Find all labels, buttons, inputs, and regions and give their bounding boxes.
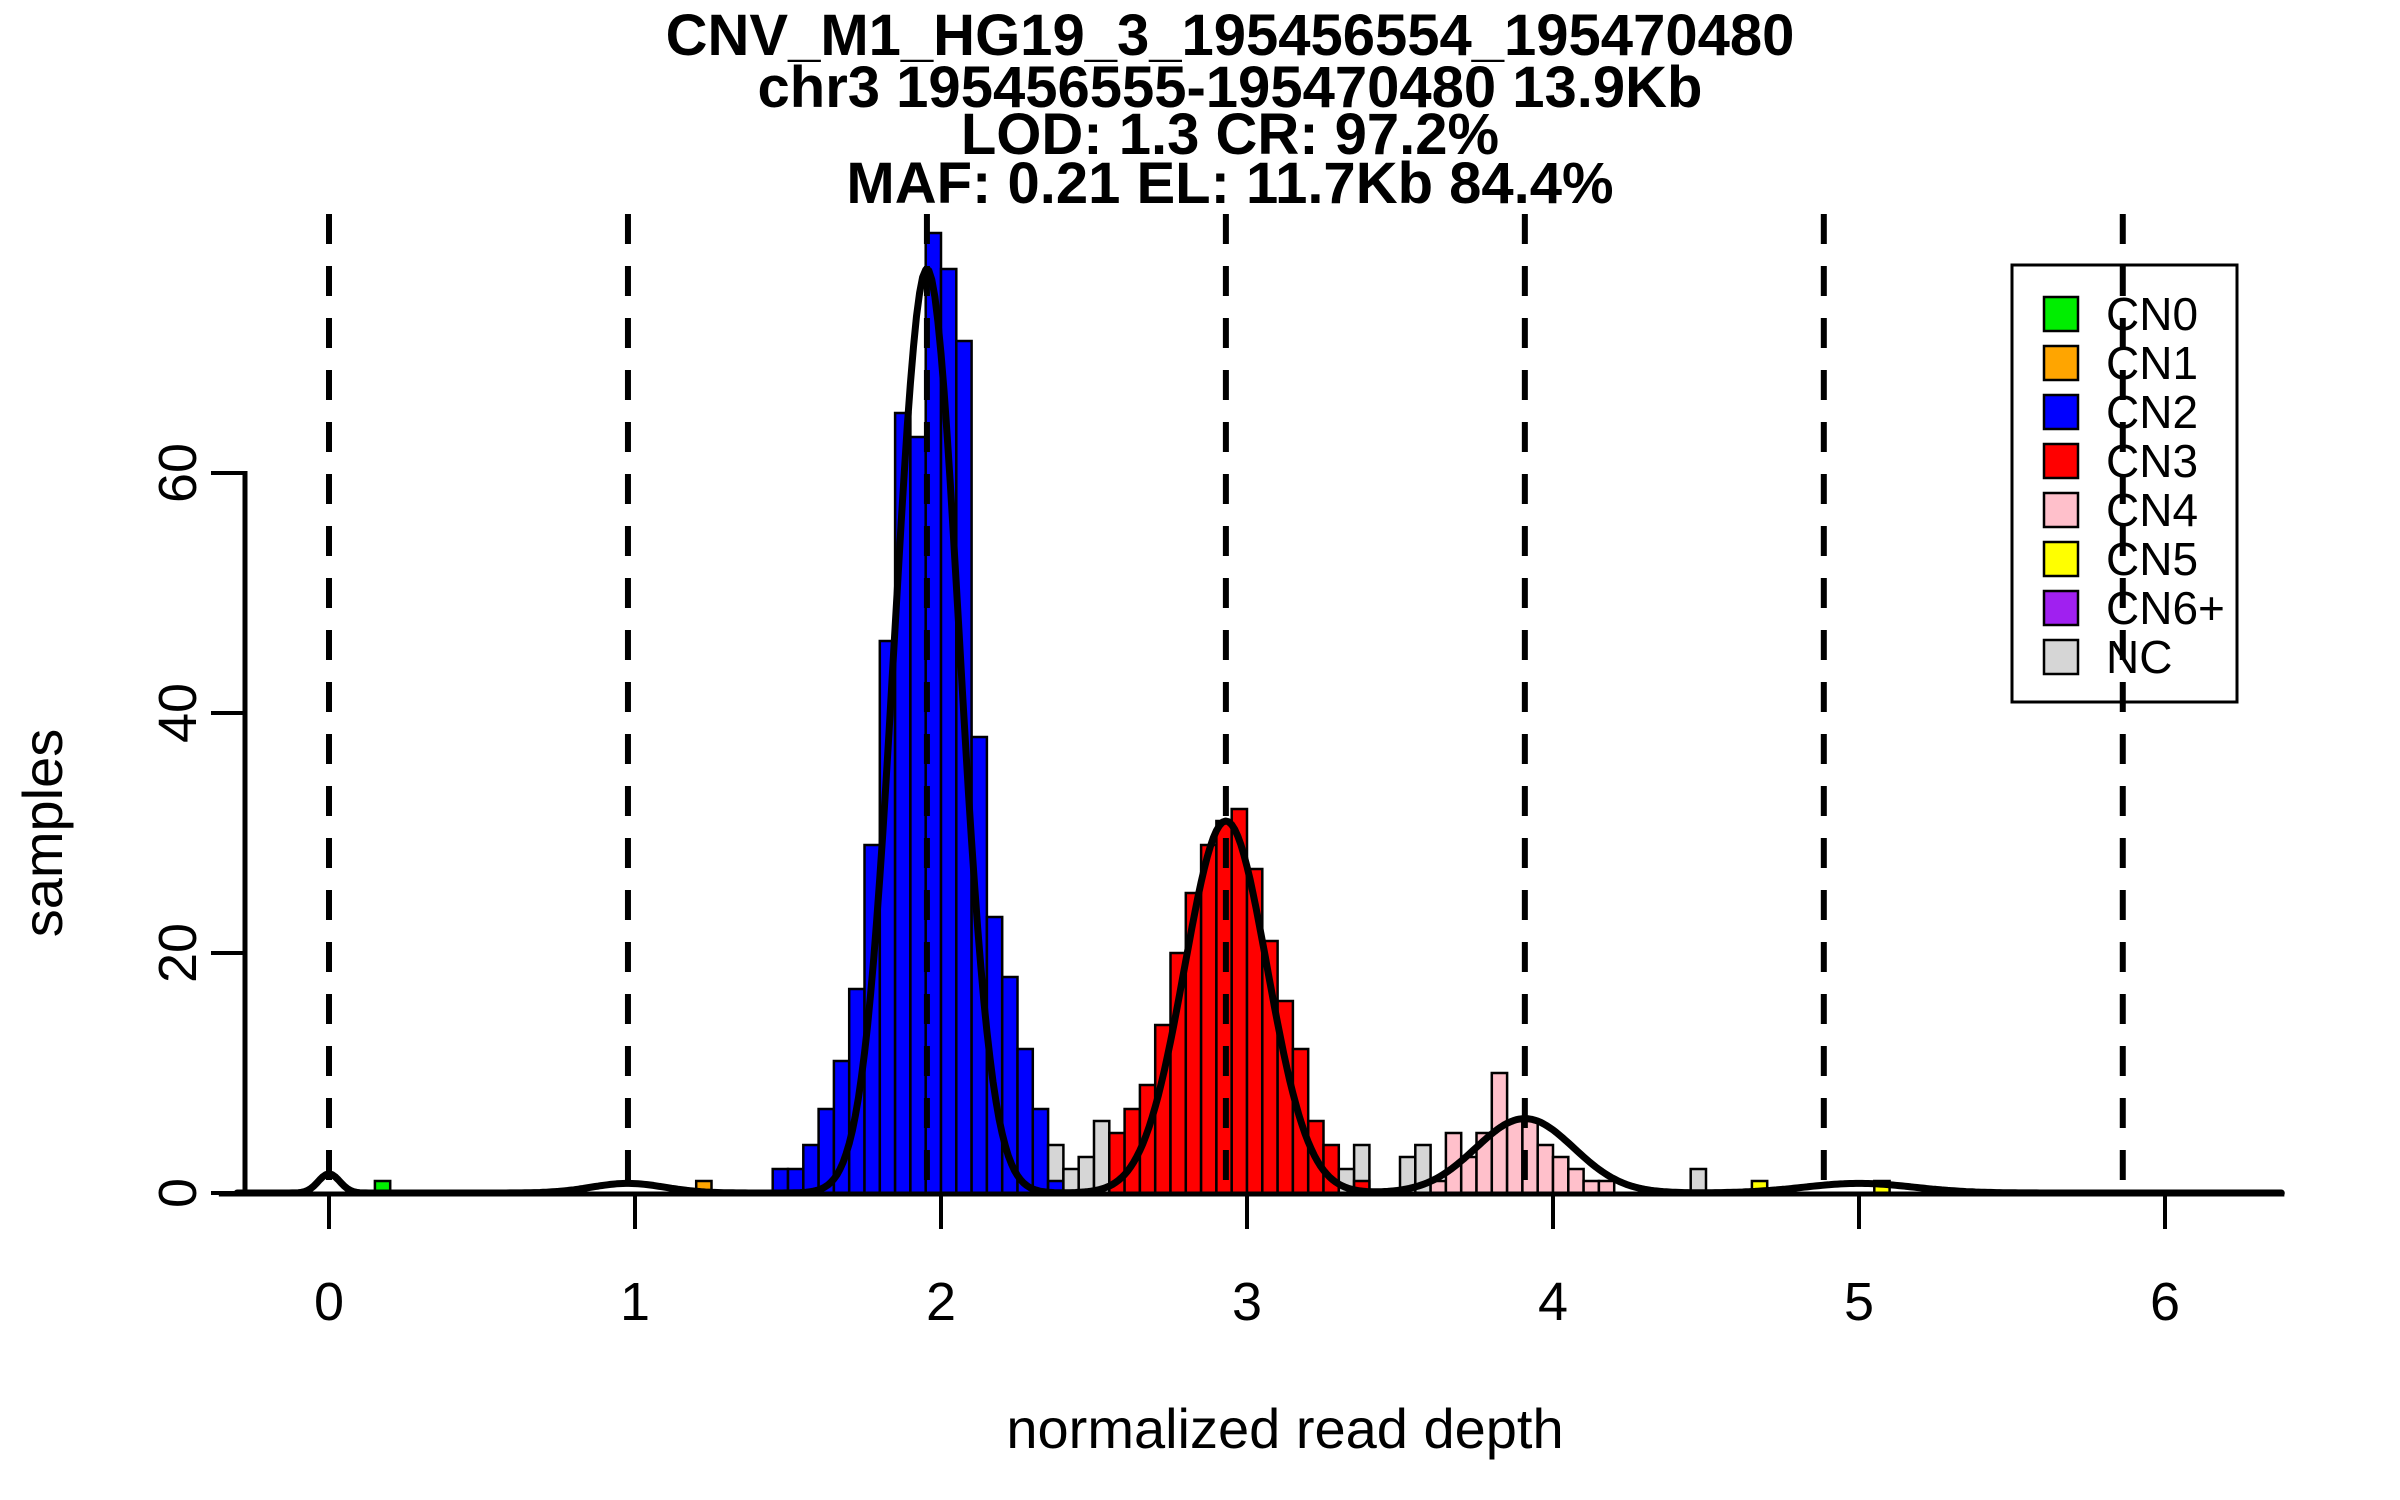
plot-title-line-3: LOD: 1.3 CR: 97.2% — [961, 102, 1499, 167]
x-tick-label: 1 — [620, 1272, 650, 1332]
plot-title-line-1: CNV_M1_HG19_3_195456554_195470480 — [666, 3, 1795, 68]
y-tick-label: 20 — [148, 923, 208, 983]
histogram-bar-cn2 — [909, 435, 927, 1195]
histogram-bar-cn4 — [1536, 1143, 1555, 1195]
histogram-bar-cn4 — [1551, 1155, 1570, 1195]
x-tick-label: 6 — [2150, 1272, 2180, 1332]
x-tick-label: 0 — [314, 1272, 344, 1332]
histogram-bar-cn4 — [1505, 1119, 1524, 1195]
x-tick-label: 2 — [926, 1272, 956, 1332]
x-tick-label: 5 — [1844, 1272, 1874, 1332]
x-tick-label: 4 — [1538, 1272, 1568, 1332]
y-axis-title: samples — [11, 729, 74, 938]
legend-swatch-cn5 — [2042, 540, 2080, 578]
histogram-bar-cn2 — [802, 1143, 820, 1195]
histogram-bar-cn4 — [1567, 1167, 1585, 1195]
histogram-bar-nc — [1092, 1119, 1111, 1195]
legend-label-nc: NC — [2106, 631, 2172, 683]
plot-title-line-2: chr3 195456555-195470480 13.9Kb — [758, 55, 1703, 120]
legend-swatch-cn0 — [2042, 295, 2080, 333]
legend-swatch-cn4 — [2042, 491, 2080, 529]
plot-title-line-4: MAF: 0.21 EL: 11.7Kb 84.4% — [846, 151, 1613, 216]
histogram-bars-layer — [373, 231, 1891, 1195]
legend-swatch-nc — [2042, 638, 2080, 676]
density-curve-layer — [233, 266, 2285, 1197]
y-tick-label: 0 — [148, 1178, 208, 1208]
y-tick-label: 60 — [148, 443, 208, 503]
histogram-bar-cn3 — [1199, 843, 1218, 1195]
x-tick-label: 3 — [1232, 1272, 1262, 1332]
dashed-guideline-layer — [326, 214, 2126, 1191]
legend-swatch-cn2 — [2042, 393, 2080, 431]
histogram-bar-cn2 — [1031, 1107, 1050, 1195]
histogram-bar-cn4 — [1582, 1179, 1601, 1195]
legend-label-cn6+: CN6+ — [2106, 582, 2225, 634]
legend-swatch-cn1 — [2042, 344, 2080, 382]
histogram-bar-cn2 — [1016, 1047, 1035, 1195]
x-axis-title: normalized read depth — [1006, 1397, 1563, 1460]
histogram-bar-cn4 — [1597, 1179, 1616, 1195]
density-curve — [233, 266, 2285, 1197]
legend-swatch-cn3 — [2042, 442, 2080, 480]
legend-swatch-cn6+ — [2042, 589, 2080, 627]
y-tick-label: 40 — [148, 683, 208, 743]
